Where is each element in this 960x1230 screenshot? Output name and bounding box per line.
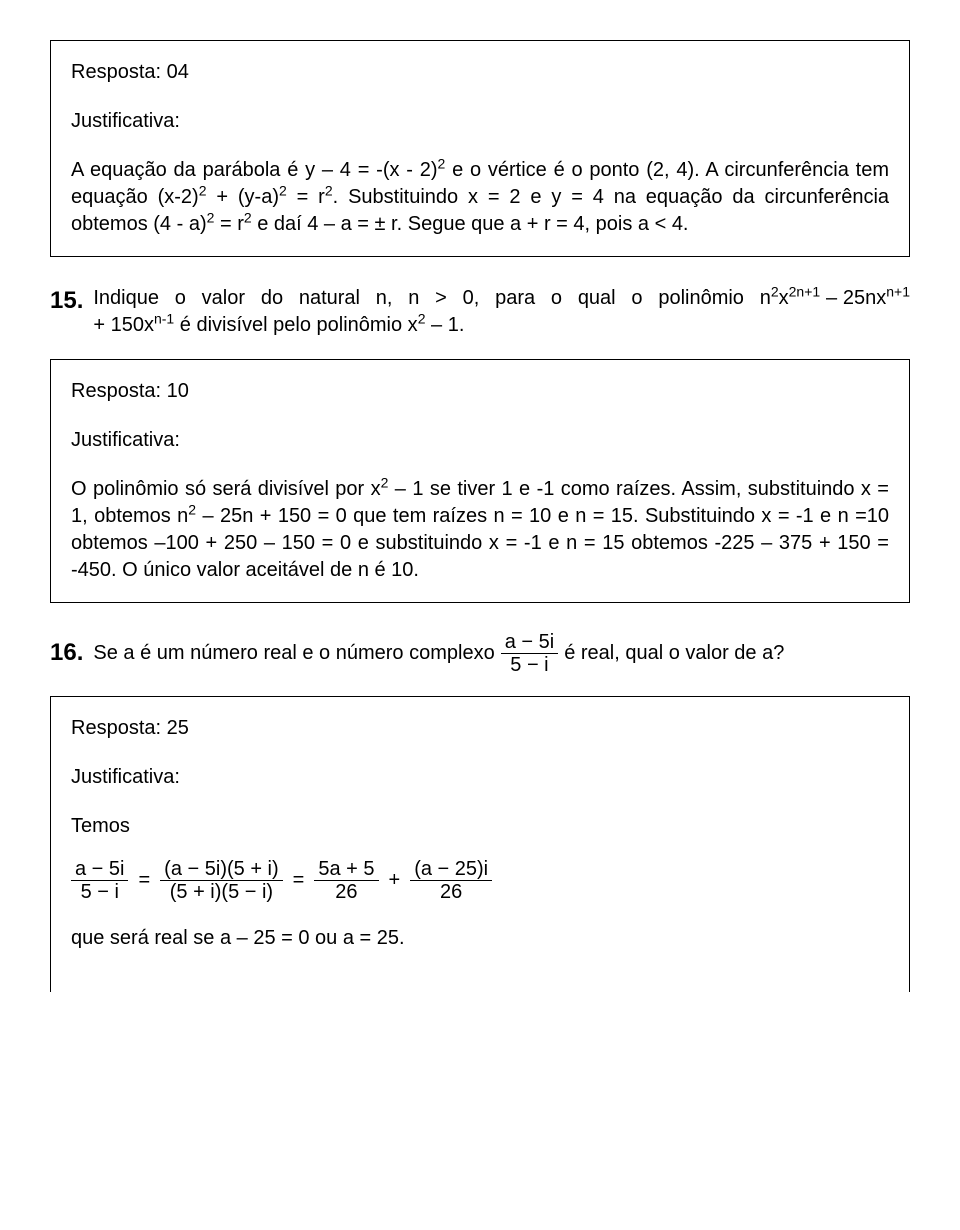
plus: + bbox=[389, 867, 401, 894]
fraction-16: a − 5i 5 − i bbox=[501, 631, 558, 676]
t: O polinômio só será divisível por x bbox=[71, 478, 381, 500]
t: – 1. bbox=[425, 314, 464, 336]
sup: 2 bbox=[771, 283, 779, 299]
t: – 25nx bbox=[820, 287, 886, 309]
justif-label-2: Justificativa: bbox=[71, 427, 889, 454]
problem-15: 15. Indique o valor do natural n, n > 0,… bbox=[50, 285, 910, 339]
frac-num: a − 5i bbox=[501, 631, 558, 654]
fn: (a − 25)i bbox=[410, 858, 492, 881]
sup: n-1 bbox=[154, 310, 174, 326]
resposta-2: Resposta: 10 bbox=[71, 378, 889, 405]
problem-16: 16. Se a é um número real e o número com… bbox=[50, 631, 910, 676]
temos-label: Temos bbox=[71, 813, 889, 840]
conclusion: que será real se a – 25 = 0 ou a = 25. bbox=[71, 925, 889, 952]
t: + 150x bbox=[93, 314, 154, 336]
justif-label-3: Justificativa: bbox=[71, 764, 889, 791]
problem-number-16: 16. bbox=[50, 637, 83, 669]
resposta-3: Resposta: 25 bbox=[71, 715, 889, 742]
problem-text-15: Indique o valor do natural n, n > 0, par… bbox=[93, 285, 910, 339]
justif-text-1: A equação da parábola é y – 4 = -(x - 2)… bbox=[71, 157, 889, 238]
eq: = bbox=[138, 867, 150, 894]
frac-1: a − 5i 5 − i bbox=[71, 858, 128, 903]
eq: = bbox=[293, 867, 305, 894]
t: é real, qual o valor de a? bbox=[564, 640, 784, 667]
frac-4: (a − 25)i 26 bbox=[410, 858, 492, 903]
fd: (5 + i)(5 − i) bbox=[160, 881, 282, 903]
answer-box-1: Resposta: 04 Justificativa: A equação da… bbox=[50, 40, 910, 257]
frac-2: (a − 5i)(5 + i) (5 + i)(5 − i) bbox=[160, 858, 282, 903]
t: = r bbox=[287, 186, 325, 208]
fd: 5 − i bbox=[71, 881, 128, 903]
sup: 2 bbox=[188, 501, 196, 517]
answer-box-2: Resposta: 10 Justificativa: O polinômio … bbox=[50, 359, 910, 603]
fn: (a − 5i)(5 + i) bbox=[160, 858, 282, 881]
t: x bbox=[779, 287, 789, 309]
t: Indique o valor do natural n, n > 0, par… bbox=[93, 287, 770, 309]
frac-3: 5a + 5 26 bbox=[314, 858, 378, 903]
sup: 2 bbox=[279, 182, 287, 198]
t: Se a é um número real e o número complex… bbox=[93, 640, 494, 667]
sup: 2n+1 bbox=[789, 283, 821, 299]
frac-den: 5 − i bbox=[501, 654, 558, 676]
sup: n+1 bbox=[886, 283, 910, 299]
problem-text-16: Se a é um número real e o número complex… bbox=[93, 631, 910, 676]
t: é divisível pelo polinômio x bbox=[174, 314, 417, 336]
t: A equação da parábola é y – 4 = -(x - 2) bbox=[71, 159, 437, 181]
justif-label-1: Justificativa: bbox=[71, 108, 889, 135]
sup: 2 bbox=[325, 182, 333, 198]
fn: 5a + 5 bbox=[314, 858, 378, 881]
t: = r bbox=[214, 213, 243, 235]
problem-number-15: 15. bbox=[50, 285, 83, 317]
answer-box-3: Resposta: 25 Justificativa: Temos a − 5i… bbox=[50, 696, 910, 992]
equation-line: a − 5i 5 − i = (a − 5i)(5 + i) (5 + i)(5… bbox=[71, 858, 889, 903]
resposta-1: Resposta: 04 bbox=[71, 59, 889, 86]
justif-text-2: O polinômio só será divisível por x2 – 1… bbox=[71, 476, 889, 584]
fn: a − 5i bbox=[71, 858, 128, 881]
fd: 26 bbox=[314, 881, 378, 903]
sup: 2 bbox=[244, 209, 252, 225]
sup: 2 bbox=[199, 182, 207, 198]
fd: 26 bbox=[410, 881, 492, 903]
t: e daí 4 – a = ± r. Segue que a + r = 4, … bbox=[252, 213, 689, 235]
t: + (y-a) bbox=[207, 186, 280, 208]
